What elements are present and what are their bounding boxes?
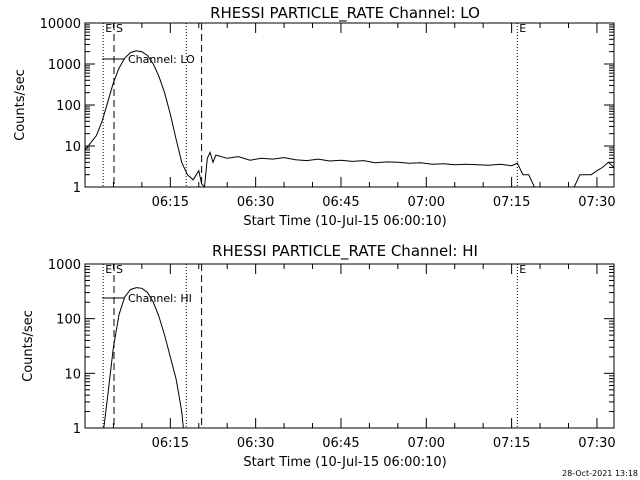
chart-lo-series xyxy=(84,50,615,189)
chart-lo-marker-label: E xyxy=(105,22,112,35)
chart-hi-xtick-label: 07:00 xyxy=(408,436,445,451)
chart-lo: RHESSI PARTICLE_RATE Channel: LO Counts/… xyxy=(13,4,616,229)
chart-lo-xtick-label: 06:45 xyxy=(322,195,359,210)
chart-hi-marker-label: E xyxy=(519,263,526,276)
chart-hi-xlabel: Start Time (10-Jul-15 06:00:10) xyxy=(243,455,446,470)
chart-hi-series-line xyxy=(103,287,184,429)
chart-lo-xtick-label: 06:30 xyxy=(237,195,274,210)
chart-hi-ytick-label: 1000 xyxy=(48,258,81,273)
chart-lo-ytick-label: 1000 xyxy=(48,58,81,73)
chart-lo-xlabel: Start Time (10-Jul-15 06:00:10) xyxy=(243,214,446,229)
chart-hi-xtick-label: 07:30 xyxy=(578,436,615,451)
chart-lo-ytick-label: 1 xyxy=(73,181,81,196)
chart-hi-series xyxy=(103,287,184,429)
chart-lo-xtick-label: 06:15 xyxy=(152,195,189,210)
chart-lo-marker-label: S xyxy=(116,22,123,35)
chart-hi-title: RHESSI PARTICLE_RATE Channel: HI xyxy=(212,242,478,261)
chart-lo-xtick-label: 07:00 xyxy=(408,195,445,210)
chart-hi-ylabel: Counts/sec xyxy=(21,310,36,382)
chart-lo-ytick-label: 100 xyxy=(56,99,81,114)
chart-lo-ticks xyxy=(84,22,614,188)
chart-lo-legend-label: Channel: LO xyxy=(128,53,195,66)
chart-lo-xtick-label: 07:15 xyxy=(493,195,530,210)
chart-hi-legend-label: Channel: HI xyxy=(128,292,192,305)
chart-lo-xtick-label: 07:30 xyxy=(578,195,615,210)
chart-hi-legend: Channel: HI xyxy=(102,292,192,305)
chart-lo-ytick-label: 10 xyxy=(64,140,81,155)
chart-lo-tick-labels: 1 10 100 1000 10000 06:15 06:30 06:45 07:00 07:15… xyxy=(40,17,616,210)
chart-hi-tick-labels: 1 10 100 1000 06:15 06:30 06:45 07:00 07:15 07:30 xyxy=(48,258,616,451)
chart-hi-marker-label: S xyxy=(116,263,123,276)
chart-lo-ylabel: Counts/sec xyxy=(13,69,28,141)
timestamp-label: 28-Oct-2021 13:18 xyxy=(562,469,638,478)
chart-lo-ytick-label: 10000 xyxy=(40,17,81,32)
chart-hi-ticks xyxy=(84,263,614,429)
chart-hi-ytick-label: 100 xyxy=(56,313,81,328)
chart-lo-frame xyxy=(84,22,615,188)
chart-hi-xtick-label: 06:15 xyxy=(152,436,189,451)
chart-hi-frame xyxy=(84,263,615,429)
chart-hi-ytick-label: 1 xyxy=(73,422,81,437)
chart-lo-series-line xyxy=(84,50,615,189)
chart-hi-xtick-label: 06:45 xyxy=(322,436,359,451)
chart-lo-legend: Channel: LO xyxy=(102,53,195,66)
chart-hi: RHESSI PARTICLE_RATE Channel: HI Counts/… xyxy=(21,242,616,470)
chart-hi-ytick-label: 10 xyxy=(64,367,81,382)
chart-hi-xtick-label: 07:15 xyxy=(493,436,530,451)
chart-hi-marker-label: E xyxy=(105,263,112,276)
chart-lo-marker-label: E xyxy=(519,22,526,35)
chart-hi-xtick-label: 06:30 xyxy=(237,436,274,451)
chart-lo-title: RHESSI PARTICLE_RATE Channel: LO xyxy=(210,4,480,23)
